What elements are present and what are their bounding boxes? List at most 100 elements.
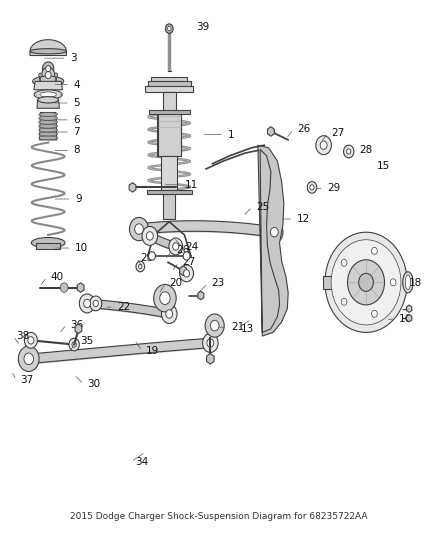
- Circle shape: [28, 337, 34, 344]
- Circle shape: [90, 296, 102, 311]
- Polygon shape: [147, 190, 192, 193]
- Circle shape: [69, 338, 79, 351]
- Polygon shape: [39, 112, 57, 140]
- Text: 20: 20: [169, 278, 182, 288]
- Polygon shape: [148, 81, 191, 88]
- Circle shape: [341, 260, 347, 266]
- Circle shape: [25, 333, 37, 348]
- Text: 3: 3: [70, 53, 77, 63]
- Circle shape: [160, 292, 170, 304]
- Polygon shape: [163, 92, 176, 111]
- Circle shape: [24, 353, 33, 365]
- Circle shape: [359, 273, 374, 292]
- Circle shape: [154, 285, 176, 312]
- Circle shape: [166, 310, 173, 318]
- Circle shape: [316, 136, 332, 155]
- Text: 34: 34: [134, 457, 148, 467]
- Polygon shape: [323, 276, 343, 289]
- Text: 22: 22: [117, 302, 131, 312]
- Circle shape: [54, 73, 58, 77]
- Text: 13: 13: [240, 324, 254, 334]
- Text: 2015 Dodge Charger Shock-Suspension Diagram for 68235722AA: 2015 Dodge Charger Shock-Suspension Diag…: [70, 512, 368, 521]
- Polygon shape: [151, 77, 187, 83]
- Text: 37: 37: [20, 375, 33, 385]
- Circle shape: [18, 346, 39, 372]
- Circle shape: [307, 182, 317, 193]
- Polygon shape: [129, 183, 136, 192]
- Polygon shape: [154, 81, 184, 87]
- Circle shape: [347, 260, 385, 305]
- Text: 38: 38: [17, 331, 30, 341]
- Text: 17: 17: [353, 262, 366, 271]
- Circle shape: [130, 217, 148, 241]
- Circle shape: [136, 261, 145, 272]
- Circle shape: [180, 265, 194, 282]
- Text: 26: 26: [297, 124, 310, 134]
- Text: 7: 7: [73, 127, 80, 137]
- Text: 25: 25: [256, 202, 269, 212]
- Circle shape: [168, 27, 171, 31]
- Polygon shape: [406, 314, 412, 322]
- Text: 9: 9: [75, 194, 81, 204]
- Polygon shape: [268, 127, 274, 136]
- Circle shape: [169, 238, 183, 255]
- Circle shape: [390, 279, 396, 286]
- Ellipse shape: [30, 49, 66, 54]
- Circle shape: [138, 264, 142, 269]
- Polygon shape: [30, 39, 66, 55]
- Text: 16: 16: [399, 314, 412, 324]
- Circle shape: [46, 66, 51, 72]
- Circle shape: [60, 283, 68, 292]
- Text: 27: 27: [332, 128, 345, 138]
- Circle shape: [146, 232, 153, 240]
- Circle shape: [184, 270, 190, 277]
- Polygon shape: [34, 82, 63, 90]
- Text: 18: 18: [409, 278, 423, 288]
- Circle shape: [341, 298, 347, 305]
- Circle shape: [93, 300, 99, 306]
- Text: 1: 1: [228, 130, 234, 140]
- Circle shape: [331, 240, 401, 325]
- Text: 29: 29: [327, 183, 340, 193]
- Circle shape: [148, 252, 155, 260]
- Text: 6: 6: [73, 115, 80, 125]
- Ellipse shape: [405, 275, 410, 290]
- Polygon shape: [37, 100, 60, 108]
- Circle shape: [270, 228, 278, 237]
- Text: 8: 8: [73, 146, 80, 156]
- Text: 10: 10: [75, 243, 88, 253]
- Polygon shape: [77, 283, 84, 292]
- Circle shape: [325, 232, 407, 333]
- Ellipse shape: [38, 96, 59, 103]
- Circle shape: [173, 243, 179, 250]
- Polygon shape: [75, 324, 82, 334]
- Text: 24: 24: [186, 242, 199, 252]
- Circle shape: [42, 67, 55, 83]
- Ellipse shape: [39, 124, 58, 128]
- Polygon shape: [158, 111, 180, 156]
- Circle shape: [371, 310, 377, 317]
- Polygon shape: [406, 305, 412, 312]
- Ellipse shape: [39, 136, 58, 140]
- Circle shape: [183, 252, 190, 260]
- Ellipse shape: [39, 112, 58, 116]
- Polygon shape: [207, 353, 214, 364]
- Polygon shape: [162, 156, 177, 190]
- Circle shape: [346, 149, 351, 154]
- Circle shape: [45, 71, 51, 78]
- Ellipse shape: [39, 117, 58, 120]
- Ellipse shape: [40, 92, 57, 97]
- Circle shape: [207, 339, 214, 347]
- Circle shape: [371, 247, 377, 254]
- Text: 30: 30: [87, 379, 100, 389]
- Circle shape: [266, 222, 283, 243]
- Circle shape: [205, 314, 224, 337]
- Text: 11: 11: [184, 180, 198, 190]
- Circle shape: [84, 299, 91, 308]
- Ellipse shape: [403, 272, 413, 293]
- Ellipse shape: [39, 132, 58, 136]
- Circle shape: [320, 141, 327, 149]
- Text: 5: 5: [73, 98, 80, 108]
- Text: 23: 23: [211, 278, 224, 288]
- Circle shape: [79, 294, 95, 313]
